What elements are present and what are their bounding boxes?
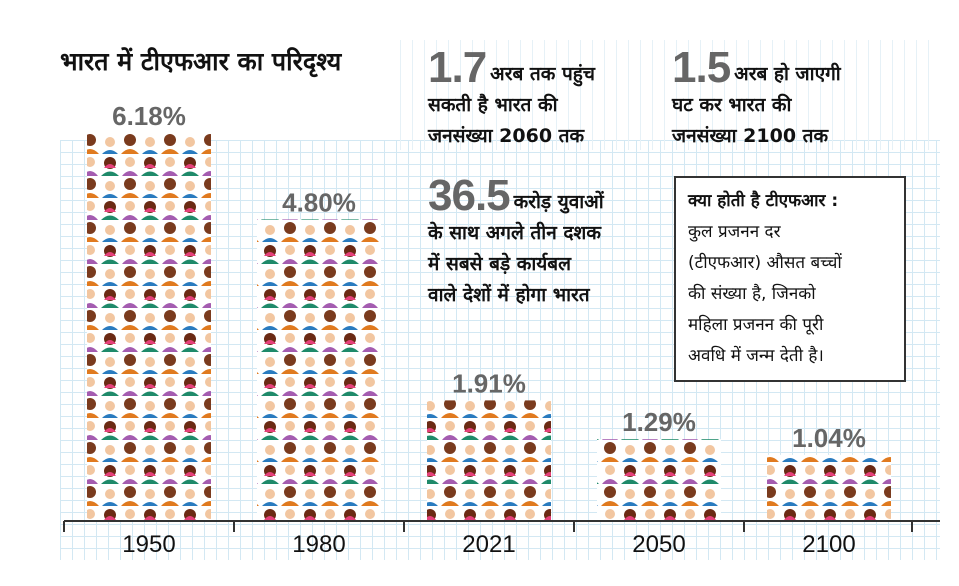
stat-text: में सबसे बड़े कार्यबल: [428, 253, 572, 275]
bar-label: 6.18%: [112, 101, 186, 131]
x-tick-label: 2050: [632, 531, 685, 558]
stat-text: अरब हो जाएगी: [734, 63, 841, 85]
stat-number: 36.5: [428, 171, 511, 220]
stat-text: वाले देशों में होगा भारत: [428, 284, 590, 306]
stat-text: जनसंख्या 2100 तक: [672, 125, 829, 147]
info-line: की संख्या है, जिनको: [688, 284, 816, 304]
info-heading: क्या होती है टीएफआर :: [688, 191, 839, 211]
bar-2100: [767, 454, 891, 520]
tfr-info-box: क्या होती है टीएफआर : कुल प्रजनन दर (टीए…: [674, 176, 906, 382]
bar-1950: [87, 133, 211, 520]
info-line: कुल प्रजनन दर: [688, 222, 781, 242]
x-tick-label: 1980: [292, 531, 345, 558]
bar-label: 1.04%: [792, 423, 866, 453]
bar-label: 1.91%: [452, 368, 526, 398]
stat-text: सकती है भारत की: [428, 94, 558, 116]
bar-2021: [427, 400, 551, 520]
info-line: अवधि में जन्म देती है।: [688, 346, 824, 366]
stat-text: के साथ अगले तीन दशक: [428, 222, 601, 244]
bar-1980: [257, 219, 381, 520]
stat-text: जनसंख्या 2060 तक: [428, 125, 585, 147]
bar-label: 4.80%: [282, 187, 356, 217]
stat-population-2060: 1.7 अरब तक पहुंच सकती है भारत की जनसंख्या…: [428, 46, 595, 152]
x-tick-label: 2021: [462, 531, 515, 558]
stat-text: घट कर भारत की: [672, 94, 792, 116]
stat-population-2100: 1.5 अरब हो जाएगी घट कर भारत की जनसंख्या 2…: [672, 46, 841, 152]
x-tick-label: 2100: [802, 531, 855, 558]
grid-background-top: [400, 40, 940, 150]
chart-title: भारत में टीएफआर का परिदृश्य: [60, 47, 342, 76]
stat-number: 1.7: [428, 43, 487, 92]
stat-number: 1.5: [672, 43, 731, 92]
x-tick-label: 1950: [122, 531, 175, 558]
info-line: (टीएफआर) औसत बच्चों: [688, 253, 842, 273]
stat-text: करोड़ युवाओं: [513, 191, 604, 213]
stat-youth: 36.5 करोड़ युवाओं के साथ अगले तीन दशक में…: [428, 174, 604, 311]
bar-label: 1.29%: [622, 407, 696, 437]
info-line: महिला प्रजनन की पूरी: [688, 315, 824, 335]
bar-2050: [597, 439, 721, 520]
stat-text: अरब तक पहुंच: [490, 63, 595, 85]
